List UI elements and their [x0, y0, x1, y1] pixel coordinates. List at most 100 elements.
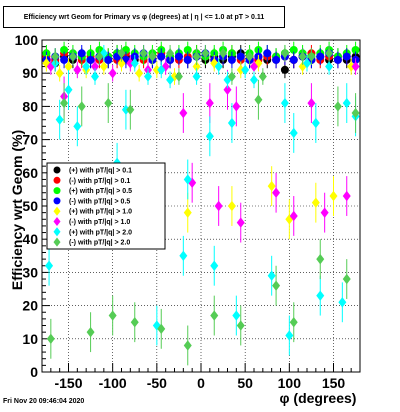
y-tick-label: 80 — [22, 98, 38, 114]
y-axis-label: Efficiency wrt Geom (%) — [9, 130, 25, 290]
data-point — [250, 74, 258, 86]
data-point — [254, 94, 263, 105]
y-tick-label: 100 — [15, 32, 39, 48]
data-point — [174, 52, 183, 61]
legend-entry-label: (-) with pT/|q| > 0.5 — [69, 198, 130, 205]
footer-timestamp: Fri Nov 20 09:46:04 2020 — [3, 398, 85, 405]
data-point — [60, 55, 69, 64]
data-point — [254, 58, 263, 69]
data-point — [351, 61, 360, 72]
data-point — [236, 64, 245, 76]
data-point — [161, 61, 170, 72]
data-point — [219, 48, 228, 59]
data-point — [104, 97, 113, 109]
data-point — [214, 200, 223, 212]
data-point — [338, 297, 347, 308]
data-point — [99, 61, 108, 72]
legend-entry-label: (-) with pT/|q| > 2.0 — [69, 240, 130, 247]
x-axis-label: φ (degrees) — [280, 390, 357, 406]
legend-marker — [53, 166, 61, 174]
chart-title: Efficiency wrt Geom for Primary vs φ (de… — [23, 13, 265, 21]
data-point — [214, 61, 223, 72]
data-point — [46, 333, 55, 344]
legend-marker — [53, 197, 61, 205]
data-point — [192, 51, 201, 62]
x-tick-label: 0 — [197, 375, 205, 391]
legend-marker — [53, 216, 61, 227]
data-point — [267, 180, 276, 192]
data-point — [307, 51, 316, 62]
y-tick-label: 30 — [22, 264, 38, 280]
data-point — [227, 117, 236, 129]
data-point — [157, 323, 166, 335]
data-point — [258, 71, 267, 82]
data-point — [325, 61, 334, 72]
data-point — [298, 51, 307, 62]
data-point — [351, 107, 360, 119]
y-tick-label: 10 — [22, 331, 38, 347]
data-point — [236, 320, 245, 331]
data-point — [307, 97, 316, 109]
data-point — [135, 68, 144, 79]
data-point — [267, 270, 276, 281]
data-point — [232, 101, 241, 112]
data-point — [64, 84, 73, 95]
data-point — [342, 190, 351, 202]
data-point — [316, 253, 325, 265]
data-point — [130, 317, 139, 328]
data-point — [64, 61, 73, 72]
data-point — [55, 114, 64, 125]
data-point — [227, 200, 236, 212]
data-point — [245, 51, 254, 62]
data-point — [210, 58, 219, 69]
data-point — [272, 55, 281, 64]
data-point — [60, 45, 69, 54]
y-tick-label: 0 — [30, 364, 38, 380]
data-point — [166, 48, 175, 59]
data-point — [157, 52, 166, 61]
data-point — [289, 127, 298, 139]
data-point — [117, 48, 126, 59]
legend-entry-label: (-) with pT/|q| > 1.0 — [69, 219, 130, 226]
data-point — [179, 107, 188, 119]
data-point — [320, 207, 329, 218]
data-point — [289, 210, 298, 222]
data-point — [333, 101, 342, 112]
data-point — [60, 97, 69, 109]
data-point — [342, 52, 351, 61]
data-point — [126, 104, 135, 115]
data-point — [77, 101, 86, 112]
y-tick-label: 90 — [22, 65, 38, 81]
data-point — [117, 58, 126, 69]
data-point — [179, 250, 188, 261]
data-point — [325, 48, 334, 59]
data-point — [170, 71, 179, 82]
data-point — [201, 48, 210, 59]
data-point — [205, 97, 214, 109]
data-point — [192, 61, 201, 72]
chart-title-box: Efficiency wrt Geom for Primary vs φ (de… — [3, 6, 285, 28]
data-point — [272, 280, 281, 291]
data-point — [311, 197, 320, 208]
data-point — [77, 49, 86, 58]
data-point — [174, 71, 183, 82]
data-point — [104, 55, 113, 64]
data-point — [183, 45, 192, 54]
data-point — [157, 64, 166, 76]
data-point — [280, 97, 289, 109]
legend-entry-label: (+) with pT/|q| > 0.5 — [69, 188, 132, 195]
data-point — [192, 71, 201, 82]
data-point — [95, 51, 104, 62]
data-point — [316, 290, 325, 301]
data-point — [280, 48, 289, 59]
data-point — [342, 97, 351, 109]
data-point — [139, 48, 148, 59]
data-point — [166, 74, 175, 86]
data-point — [285, 330, 294, 341]
data-point — [183, 340, 192, 351]
data-point — [223, 84, 232, 95]
legend-entry-label: (+) with pT/|q| > 2.0 — [69, 229, 132, 236]
legend-box — [46, 162, 166, 250]
data-point — [148, 51, 157, 62]
data-point — [86, 55, 95, 64]
